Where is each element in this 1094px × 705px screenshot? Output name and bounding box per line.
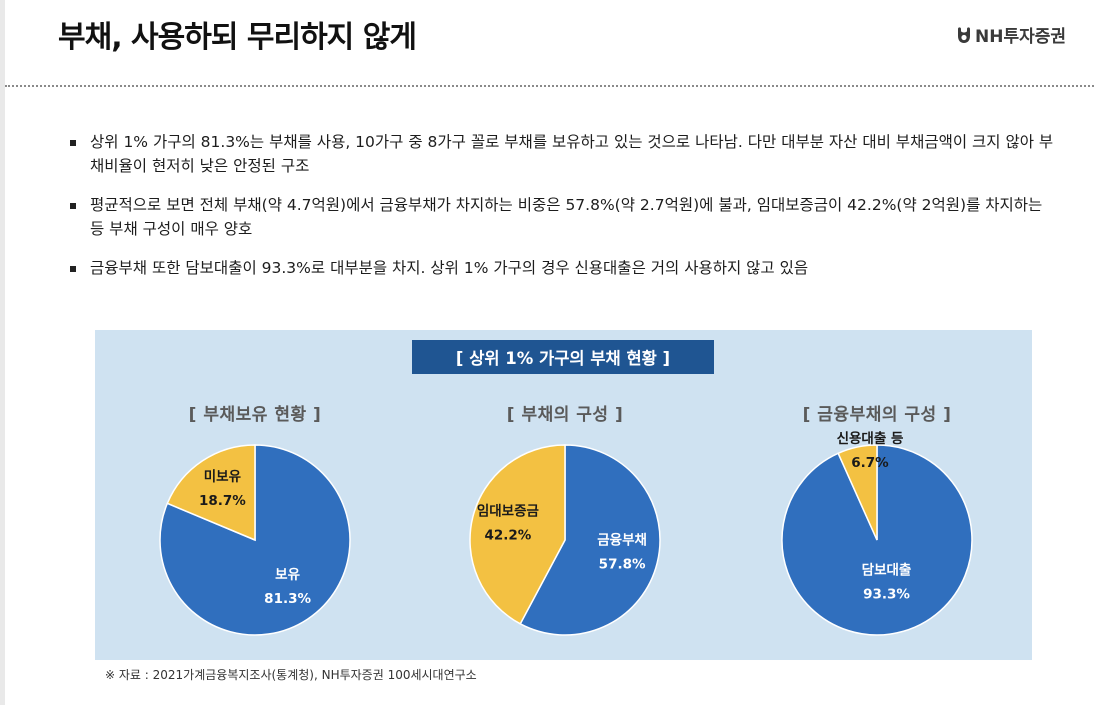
pie-svg: 금융부채 57.8% 임대보증금 42.2% [469, 444, 661, 636]
page-title: 부채, 사용하되 무리하지 않게 [58, 20, 417, 55]
pie-svg: 담보대출 93.3% 신용대출 등 6.7% [781, 430, 973, 636]
slice-value-label: 6.7% [851, 455, 889, 471]
brand-logo: NH투자증권 [956, 22, 1066, 47]
slice-label: 금융부채 [597, 532, 647, 548]
bullet-item: 금융부채 또한 담보대출이 93.3%로 대부분을 차지. 상위 1% 가구의 … [68, 256, 1058, 280]
slice-label: 임대보증금 [477, 504, 540, 520]
slice-value-label: 42.2% [484, 528, 531, 544]
logo-text: NH투자증권 [974, 27, 1066, 47]
pie-chart-debt-holding: [ 부채보유 현황 ] 보유 81.3% 미보유 18.7% [125, 400, 385, 650]
chart-title: [ 금융부채의 구성 ] [802, 405, 952, 425]
debt-status-panel: [ 상위 1% 가구의 부채 현황 ] [ 부채보유 현황 ] 보유 81.3% 미… [95, 330, 1032, 660]
slice-label: 미보유 [204, 469, 242, 485]
summary-bullets: 상위 1% 가구의 81.3%는 부채를 사용, 10가구 중 8가구 꼴로 부… [68, 130, 1058, 295]
chart-title: [ 부채의 구성 ] [506, 405, 624, 425]
pie-slice [469, 444, 566, 625]
pie-chart-debt-composition: [ 부채의 구성 ] 금융부채 57.8% 임대보증금 42.2% [435, 400, 695, 650]
header-divider [5, 85, 1094, 87]
nh-logo-icon [957, 26, 970, 43]
pie-slice [166, 444, 256, 542]
bullet-item: 평균적으로 보면 전체 부채(약 4.7억원)에서 금융부채가 차지하는 비중은… [68, 193, 1058, 241]
pie-slice [837, 444, 878, 541]
left-edge-bar [0, 0, 5, 705]
slice-value-label: 18.7% [199, 493, 246, 509]
panel-title: [ 상위 1% 가구의 부채 현황 ] [412, 340, 714, 374]
slice-value-label: 93.3% [863, 587, 910, 603]
chart-title: [ 부채보유 현황 ] [188, 405, 322, 425]
pie-slice [519, 444, 661, 636]
pie-chart-financial-debt: [ 금융부채의 구성 ] 담보대출 93.3% 신용대출 등 6.7% [747, 400, 1007, 650]
slice-value-label: 57.8% [599, 556, 646, 572]
pie-svg: 보유 81.3% 미보유 18.7% [159, 444, 351, 636]
source-note: ※ 자료 : 2021가계금융복지조사(통계청), NH투자증권 100세시대연… [105, 668, 477, 682]
slice-label: 신용대출 등 [837, 430, 904, 447]
bullet-item: 상위 1% 가구의 81.3%는 부채를 사용, 10가구 중 8가구 꼴로 부… [68, 130, 1058, 178]
slice-label: 담보대출 [862, 562, 912, 579]
slice-value-label: 81.3% [264, 591, 311, 607]
slice-label: 보유 [275, 567, 300, 583]
